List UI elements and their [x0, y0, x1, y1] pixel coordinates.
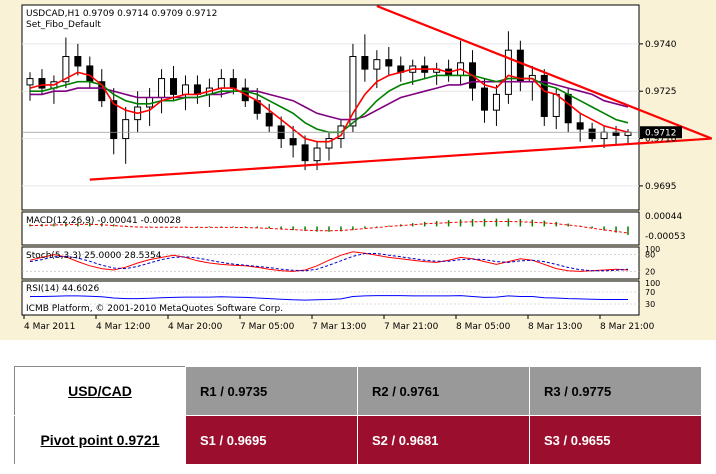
candle-body: [576, 122, 584, 130]
chart-symbol-line: USDCAD,H1 0.9709 0.9714 0.9709 0.9712: [26, 9, 217, 19]
candle-body: [110, 100, 118, 140]
stoch-line: [29, 251, 629, 272]
macd-label: MACD(12,26,9) -0.00041 -0.00028: [26, 216, 181, 226]
candle-body: [313, 147, 321, 162]
stoch-y-tick-label: 80: [645, 251, 655, 260]
candle-body: [158, 78, 166, 99]
x-tick-label: 8 Mar 13:00: [528, 322, 583, 332]
ma-slow-line: [30, 80, 629, 121]
pivot-table: USD/CAD R1 / 0.9735 R2 / 0.9761 R3 / 0.9…: [14, 366, 702, 465]
s1-cell: S1 / 0.9695: [185, 415, 358, 465]
trendline: [89, 137, 712, 181]
stoch-y-tick-label: 100: [645, 245, 660, 254]
x-tick-label: 7 Mar 13:00: [312, 322, 367, 332]
ma-fast-line: [29, 68, 629, 143]
macd-panel-frame: [21, 211, 640, 246]
x-tick-label: 4 Mar 20:00: [168, 322, 223, 332]
main-panel-frame: [21, 4, 640, 211]
candle-body: [265, 112, 273, 127]
trendline: [376, 4, 713, 140]
candle-body: [588, 128, 596, 140]
candle-body: [26, 78, 34, 86]
candle-body: [289, 138, 297, 146]
candle-body: [600, 131, 608, 140]
chart-area: 0.9740 0.9725 0.9710 0.9695 0.9712 0.00044 -0.…: [0, 0, 716, 340]
candle-body: [181, 84, 189, 95]
candle-body: [325, 138, 333, 149]
candle-body: [74, 56, 82, 67]
s3-cell: S3 / 0.9655: [529, 415, 702, 465]
candle-body: [504, 49, 512, 95]
x-tick-label: 8 Mar 21:00: [600, 322, 655, 332]
candle-body: [301, 144, 309, 162]
axis-layer: 0.9740 0.9725 0.9710 0.9695 0.9712 0.00044 -0.…: [23, 40, 685, 332]
support-row: Pivot point 0.9721 S1 / 0.9695 S2 / 0.96…: [14, 415, 702, 465]
candle-body: [480, 87, 488, 111]
rsi-panel-frame: [21, 280, 640, 316]
candle-body: [86, 65, 94, 83]
y-tick-label: 0.9710: [645, 135, 677, 145]
macd-layer: [29, 218, 629, 235]
candle-body: [361, 56, 369, 70]
y-tick-label: 0.9695: [645, 182, 677, 192]
rsi-line: [30, 295, 628, 301]
x-tick-label: 7 Mar 05:00: [240, 322, 295, 332]
stoch-panel-frame: [21, 246, 640, 280]
stoch-layer: [22, 251, 639, 272]
pair-cell: USD/CAD: [14, 366, 186, 416]
candle-body: [612, 131, 620, 136]
stoch-line: [29, 253, 629, 272]
current-price-label: 0.9712: [645, 128, 677, 138]
x-tick-label: 4 Mar 12:00: [96, 322, 151, 332]
stoch-label: Stoch(5,3,3) 25.0000 28.5354: [26, 251, 162, 261]
candle-body: [38, 78, 46, 89]
pair-label: USD/CAD: [68, 383, 132, 399]
rsi-label: RSI(14) 44.6026: [26, 284, 99, 294]
current-price-tag: [640, 126, 682, 139]
candle-body: [122, 119, 130, 140]
chart-indicator-line: Set_Fibo_Default: [26, 20, 101, 30]
rsi-y-tick-label: 70: [645, 288, 655, 297]
candle-body: [373, 59, 381, 70]
chart-svg: 0.9740 0.9725 0.9710 0.9695 0.9712 0.00044 -0.…: [21, 4, 713, 332]
rsi-y-tick-label: 30: [645, 300, 655, 309]
r2-cell: R2 / 0.9761: [357, 366, 530, 416]
candle-body: [146, 97, 154, 108]
candle-body: [492, 93, 500, 111]
y-tick-label: 0.9740: [645, 40, 677, 50]
x-tick-label: 7 Mar 21:00: [384, 322, 439, 332]
candle-body: [349, 56, 357, 127]
macd-y-tick-label: 0.00044: [645, 212, 682, 222]
stoch-y-tick-label: 20: [645, 267, 655, 276]
resistance-row: USD/CAD R1 / 0.9735 R2 / 0.9761 R3 / 0.9…: [14, 366, 702, 416]
copyright-footer: ICMB Platform, © 2001-2010 MetaQuotes So…: [26, 304, 283, 314]
r3-cell: R3 / 0.9775: [529, 366, 702, 416]
candle-body: [540, 74, 548, 117]
r1-cell: R1 / 0.9735: [185, 366, 358, 416]
pivot-cell: Pivot point 0.9721: [14, 415, 186, 465]
candle-body: [62, 56, 70, 83]
candle-body: [170, 78, 178, 95]
macd-y-tick-label: -0.00053: [645, 232, 685, 242]
rsi-layer: [22, 291, 639, 305]
candle-body: [98, 81, 106, 102]
s2-cell: S2 / 0.9681: [357, 415, 530, 465]
pivot-label: Pivot point 0.9721: [40, 432, 160, 448]
candle-body: [217, 78, 225, 89]
candle-body: [385, 59, 393, 67]
candle-body: [229, 78, 237, 89]
y-tick-label: 0.9725: [645, 87, 677, 97]
candle-body: [624, 131, 632, 136]
rsi-y-tick-label: 100: [645, 279, 660, 288]
candle-body: [564, 93, 572, 124]
x-tick-label: 4 Mar 2011: [24, 322, 75, 332]
main-layer: [22, 4, 713, 187]
candle-body: [516, 49, 524, 83]
candle-body: [552, 93, 560, 117]
candle-body: [193, 84, 201, 95]
x-tick-label: 8 Mar 05:00: [456, 322, 511, 332]
